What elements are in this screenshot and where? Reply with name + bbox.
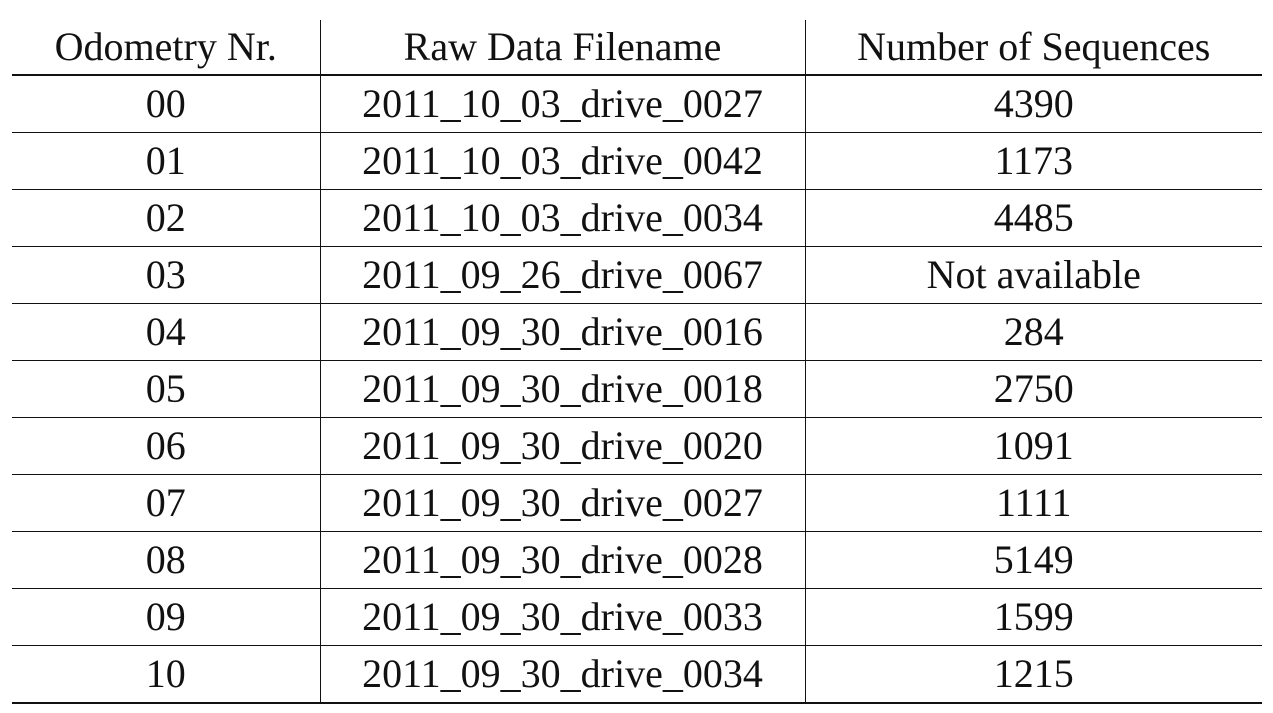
table-row: 00 2011_10_03_drive_0027 4390 bbox=[12, 75, 1262, 133]
raw-data-filename-cell: 2011_10_03_drive_0042 bbox=[319, 132, 806, 190]
number-of-sequences-cell: 5149 bbox=[805, 531, 1262, 589]
odometry-nr-cell: 05 bbox=[12, 360, 320, 418]
odometry-nr-cell: 07 bbox=[12, 474, 320, 532]
number-of-sequences-cell: 1215 bbox=[805, 645, 1262, 704]
table-row: 02 2011_10_03_drive_0034 4485 bbox=[12, 189, 1262, 247]
raw-data-filename-cell: 2011_09_30_drive_0034 bbox=[319, 645, 806, 704]
odometry-nr-cell: 10 bbox=[12, 645, 320, 704]
raw-data-filename-cell: 2011_09_26_drive_0067 bbox=[319, 246, 806, 304]
raw-data-filename-cell: 2011_09_30_drive_0028 bbox=[319, 531, 806, 589]
number-of-sequences-cell: 4390 bbox=[805, 75, 1262, 133]
table-row: 09 2011_09_30_drive_0033 1599 bbox=[12, 588, 1262, 646]
number-of-sequences-cell: 2750 bbox=[805, 360, 1262, 418]
odometry-nr-cell: 04 bbox=[12, 303, 320, 361]
table-row: 08 2011_09_30_drive_0028 5149 bbox=[12, 531, 1262, 589]
odometry-nr-cell: 08 bbox=[12, 531, 320, 589]
raw-data-filename-cell: 2011_10_03_drive_0034 bbox=[319, 189, 806, 247]
odometry-table: Odometry Nr. Raw Data Filename Number of… bbox=[12, 20, 1262, 704]
number-of-sequences-cell: 1173 bbox=[805, 132, 1262, 190]
odometry-nr-cell: 00 bbox=[12, 75, 320, 133]
table-header: Odometry Nr. Raw Data Filename Number of… bbox=[12, 20, 1262, 76]
odometry-nr-cell: 01 bbox=[12, 132, 320, 190]
number-of-sequences-cell: Not available bbox=[805, 246, 1262, 304]
number-of-sequences-cell: 1599 bbox=[805, 588, 1262, 646]
odometry-nr-cell: 06 bbox=[12, 417, 320, 475]
header-row: Odometry Nr. Raw Data Filename Number of… bbox=[12, 20, 1262, 76]
odometry-nr-cell: 09 bbox=[12, 588, 320, 646]
header-odometry-nr: Odometry Nr. bbox=[12, 20, 320, 76]
table-row: 01 2011_10_03_drive_0042 1173 bbox=[12, 132, 1262, 190]
table-row: 07 2011_09_30_drive_0027 1111 bbox=[12, 474, 1262, 532]
table-row: 04 2011_09_30_drive_0016 284 bbox=[12, 303, 1262, 361]
raw-data-filename-cell: 2011_09_30_drive_0016 bbox=[319, 303, 806, 361]
number-of-sequences-cell: 4485 bbox=[805, 189, 1262, 247]
table-row: 10 2011_09_30_drive_0034 1215 bbox=[12, 645, 1262, 704]
number-of-sequences-cell: 1111 bbox=[805, 474, 1262, 532]
table-row: 03 2011_09_26_drive_0067 Not available bbox=[12, 246, 1262, 304]
number-of-sequences-cell: 284 bbox=[805, 303, 1262, 361]
table-body: 00 2011_10_03_drive_0027 4390 01 2011_10… bbox=[12, 75, 1262, 704]
odometry-nr-cell: 03 bbox=[12, 246, 320, 304]
raw-data-filename-cell: 2011_09_30_drive_0033 bbox=[319, 588, 806, 646]
raw-data-filename-cell: 2011_10_03_drive_0027 bbox=[319, 75, 806, 133]
table-row: 05 2011_09_30_drive_0018 2750 bbox=[12, 360, 1262, 418]
raw-data-filename-cell: 2011_09_30_drive_0027 bbox=[319, 474, 806, 532]
raw-data-filename-cell: 2011_09_30_drive_0018 bbox=[319, 360, 806, 418]
table-row: 06 2011_09_30_drive_0020 1091 bbox=[12, 417, 1262, 475]
header-raw-data-filename: Raw Data Filename bbox=[319, 20, 806, 76]
raw-data-filename-cell: 2011_09_30_drive_0020 bbox=[319, 417, 806, 475]
odometry-nr-cell: 02 bbox=[12, 189, 320, 247]
header-number-of-sequences: Number of Sequences bbox=[805, 20, 1262, 76]
number-of-sequences-cell: 1091 bbox=[805, 417, 1262, 475]
